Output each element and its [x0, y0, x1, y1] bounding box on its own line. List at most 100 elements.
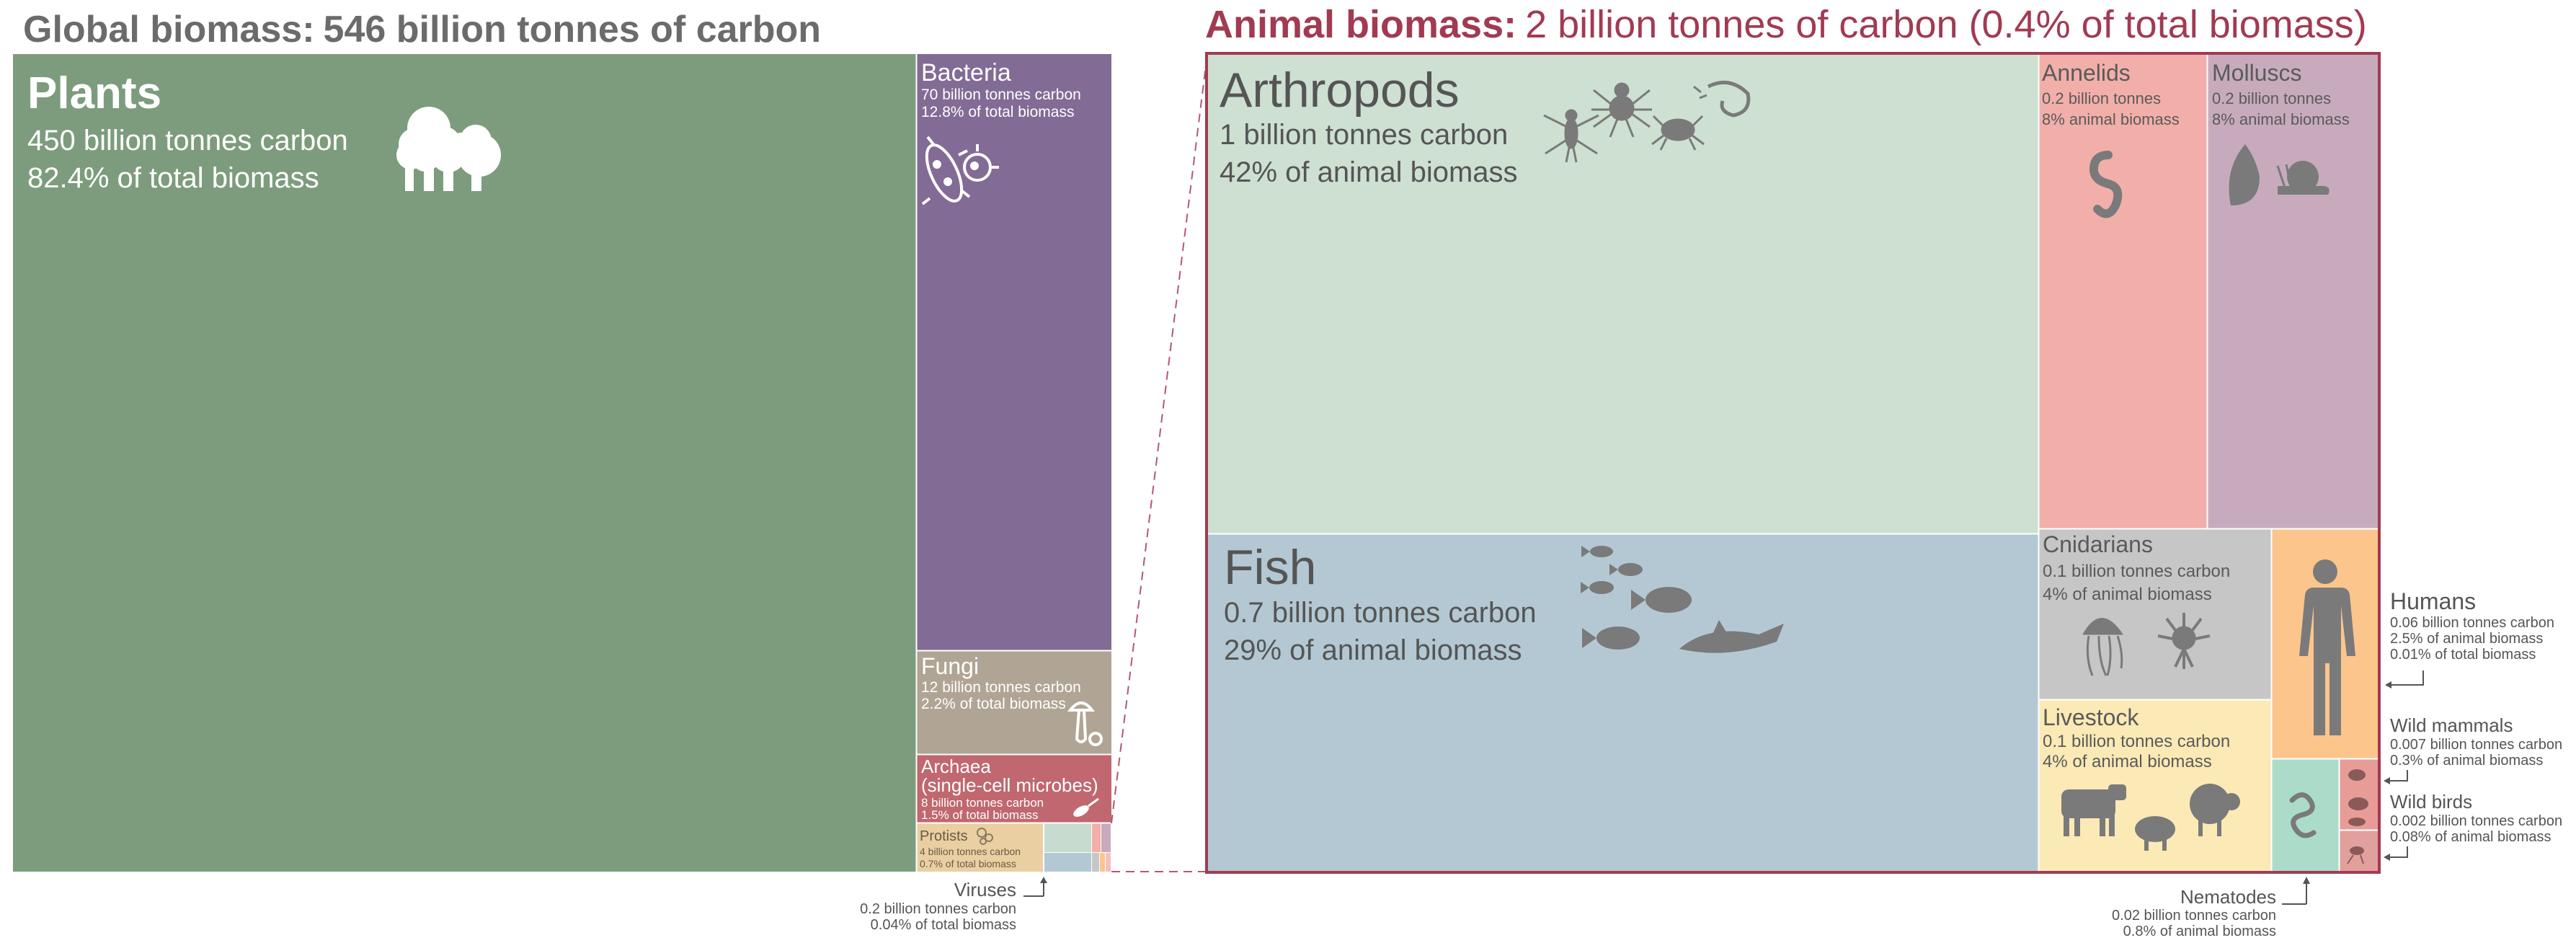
wild-mammals-annotation: Wild mammals 0.007 billion tonnes carbon…	[2384, 714, 2562, 784]
fish-line-1: 0.7 billion tonnes carbon	[1224, 597, 1537, 629]
jellyfish-icon	[2082, 613, 2211, 676]
arthropods-cell	[1207, 54, 2038, 534]
cnidarians-line-2: 4% of animal biomass	[2043, 585, 2212, 604]
nematodes-annotation: Nematodes 0.02 billion tonnes carbon 0.8…	[2112, 877, 2310, 939]
animal-title-bold: Animal biomass:	[1205, 3, 1516, 46]
plants-cell	[13, 54, 916, 872]
arthropods-line-1: 1 billion tonnes carbon	[1220, 119, 1508, 151]
arthropods-label: Arthropods	[1220, 63, 1460, 118]
livestock-line-1: 0.1 billion tonnes carbon	[2043, 732, 2230, 751]
animals-mini-fish-cell	[1044, 853, 1091, 872]
small-groups-mosaic	[1044, 823, 1111, 872]
microbe-icon	[1073, 797, 1099, 817]
wild-birds-label: Wild birds	[2390, 791, 2472, 813]
global-treemap: Plants 450 billion tonnes carbon 82.4% o…	[13, 54, 1111, 933]
livestock-line-2: 4% of animal biomass	[2043, 752, 2212, 771]
mini-cell-a	[1092, 823, 1101, 852]
annelids-cell	[2039, 54, 2207, 528]
viruses-line-1: 0.2 billion tonnes carbon	[860, 901, 1016, 917]
protists-cell	[917, 823, 1043, 872]
bacteria-line-2: 12.8% of total biomass	[921, 104, 1074, 120]
bacteria-label: Bacteria	[921, 59, 1011, 87]
zoom-connector	[1111, 53, 1208, 872]
viruses-annotation: Viruses 0.2 billion tonnes carbon 0.04% …	[860, 877, 1047, 933]
mini-cell-c	[1092, 853, 1099, 872]
arthropods-line-2: 42% of animal biomass	[1220, 156, 1518, 188]
humans-line-2: 2.5% of animal biomass	[2390, 631, 2543, 647]
wild-birds-annotation: Wild birds 0.002 billion tonnes carbon 0…	[2384, 791, 2562, 861]
archaea-line-2: 1.5% of total biomass	[921, 808, 1039, 822]
humans-annotation: Humans 0.06 billion tonnes carbon 2.5% o…	[2385, 588, 2554, 689]
animal-cell-borders	[1207, 54, 2379, 872]
worm-icon	[2089, 151, 2123, 218]
wild-mammals-line-2: 0.3% of animal biomass	[2390, 753, 2543, 769]
protists-label: Protists	[920, 828, 968, 844]
mini-cell-b	[1101, 823, 1111, 852]
fish-cell	[1207, 534, 2038, 872]
molluscs-line-2: 8% animal biomass	[2212, 110, 2350, 128]
cell-borders	[915, 54, 1111, 872]
global-title-rest: 546 billion tonnes of carbon	[324, 9, 822, 50]
fish-label: Fish	[1224, 540, 1316, 595]
protists-line-2: 0.7% of total biomass	[920, 858, 1016, 869]
cnidarians-line-1: 0.1 billion tonnes carbon	[2043, 562, 2230, 581]
bacteria-line-1: 70 billion tonnes carbon	[921, 87, 1081, 103]
humans-label: Humans	[2390, 588, 2476, 614]
fungi-label: Fungi	[921, 653, 979, 679]
animal-title: Animal biomass: 2 billion tonnes of carbo…	[1205, 3, 2367, 46]
viruses-line-2: 0.04% of total biomass	[871, 917, 1016, 933]
mini-cell-d	[1100, 853, 1105, 872]
animals-mini-cell	[1044, 823, 1091, 852]
livestock-cell	[2039, 700, 2271, 872]
plants-line-2: 82.4% of total biomass	[27, 162, 319, 194]
bird-icon	[2347, 846, 2364, 864]
cnidarians-cell	[2039, 529, 2271, 699]
archaea-label: Archaea	[921, 756, 991, 777]
livestock-label: Livestock	[2043, 704, 2139, 730]
fungi-line-2: 2.2% of total biomass	[921, 696, 1066, 712]
human-icon	[2299, 559, 2355, 735]
snail-icon	[2229, 144, 2329, 205]
nematodes-line-2: 0.8% of animal biomass	[2123, 924, 2276, 939]
animal-treemap: Arthropods 1 billion tonnes carbon 42% o…	[1205, 52, 2562, 939]
mushroom-icon	[1067, 701, 1103, 746]
livestock-icon	[2061, 784, 2240, 851]
molluscs-cell	[2208, 54, 2379, 528]
plants-line-1: 450 billion tonnes carbon	[27, 125, 348, 156]
fish-line-2: 29% of animal biomass	[1224, 634, 1522, 666]
bacteria-icon	[921, 136, 999, 205]
molluscs-label: Molluscs	[2212, 60, 2301, 86]
animal-frame	[1205, 52, 2381, 874]
viruses-mini-cell	[1106, 853, 1111, 872]
global-title: Global biomass: 546 billion tonnes of car…	[23, 9, 821, 50]
molluscs-line-1: 0.2 billion tonnes	[2212, 89, 2331, 107]
animal-title-rest: 2 billion tonnes of carbon (0.4% of tota…	[1525, 3, 2367, 46]
wild-mammals-line-1: 0.007 billion tonnes carbon	[2390, 737, 2562, 753]
mammal-icon	[2348, 769, 2368, 826]
annelids-line-2: 8% animal biomass	[2042, 110, 2180, 128]
insects-icon	[1543, 80, 1751, 163]
archaea-line-1: 8 billion tonnes carbon	[921, 796, 1044, 810]
annelids-label: Annelids	[2042, 60, 2131, 86]
plants-label: Plants	[27, 68, 161, 118]
nematode-icon	[2289, 792, 2317, 838]
protist-icon	[977, 828, 993, 845]
nematodes-label: Nematodes	[2180, 886, 2276, 908]
humans-line-1: 0.06 billion tonnes carbon	[2390, 615, 2554, 631]
wild-mammals-label: Wild mammals	[2390, 714, 2513, 736]
fish-icon	[1581, 546, 1784, 653]
global-title-bold: Global biomass:	[23, 9, 315, 50]
humans-line-3: 0.01% of total biomass	[2390, 647, 2536, 663]
protists-line-1: 4 billion tonnes carbon	[920, 846, 1021, 857]
wild-birds-line-2: 0.08% of animal biomass	[2390, 829, 2551, 845]
archaea-label-2: (single-cell microbes)	[921, 774, 1098, 796]
bacteria-cell	[917, 54, 1111, 650]
wild-birds-line-1: 0.002 billion tonnes carbon	[2390, 813, 2562, 829]
annelids-line-1: 0.2 billion tonnes	[2042, 89, 2161, 107]
viruses-label: Viruses	[954, 879, 1016, 900]
nematodes-line-1: 0.02 billion tonnes carbon	[2112, 908, 2276, 924]
fungi-line-1: 12 billion tonnes carbon	[921, 679, 1081, 696]
cnidarians-label: Cnidarians	[2043, 531, 2153, 557]
trees-icon	[396, 107, 501, 191]
